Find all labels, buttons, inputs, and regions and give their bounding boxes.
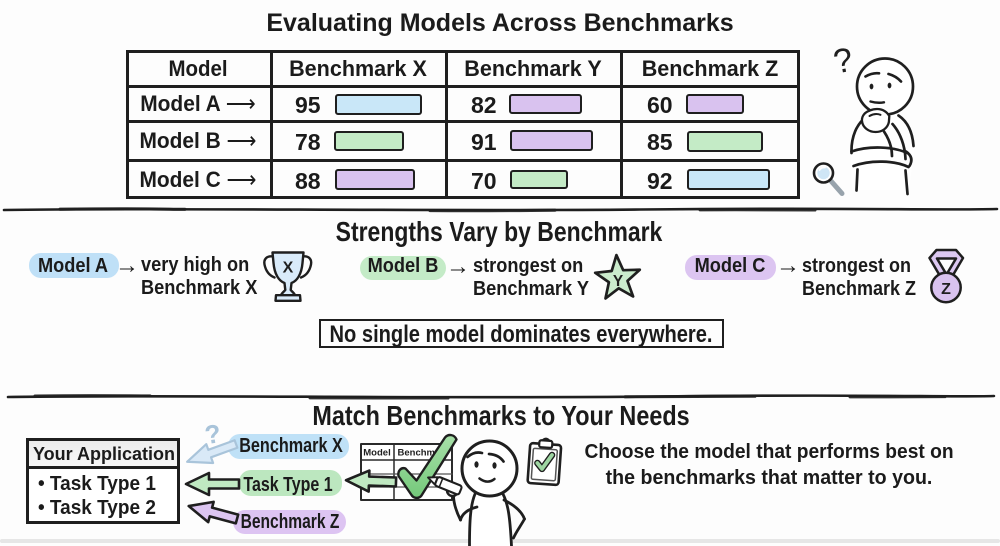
svg-text:Benchmr: Benchmr (398, 448, 439, 459)
svg-text:?: ? (203, 418, 223, 450)
svg-text:Y: Y (613, 273, 624, 290)
svg-text:X: X (283, 260, 294, 277)
svg-text:?: ? (830, 41, 855, 82)
svg-text:Z: Z (941, 281, 951, 298)
svg-text:Model: Model (363, 448, 390, 459)
